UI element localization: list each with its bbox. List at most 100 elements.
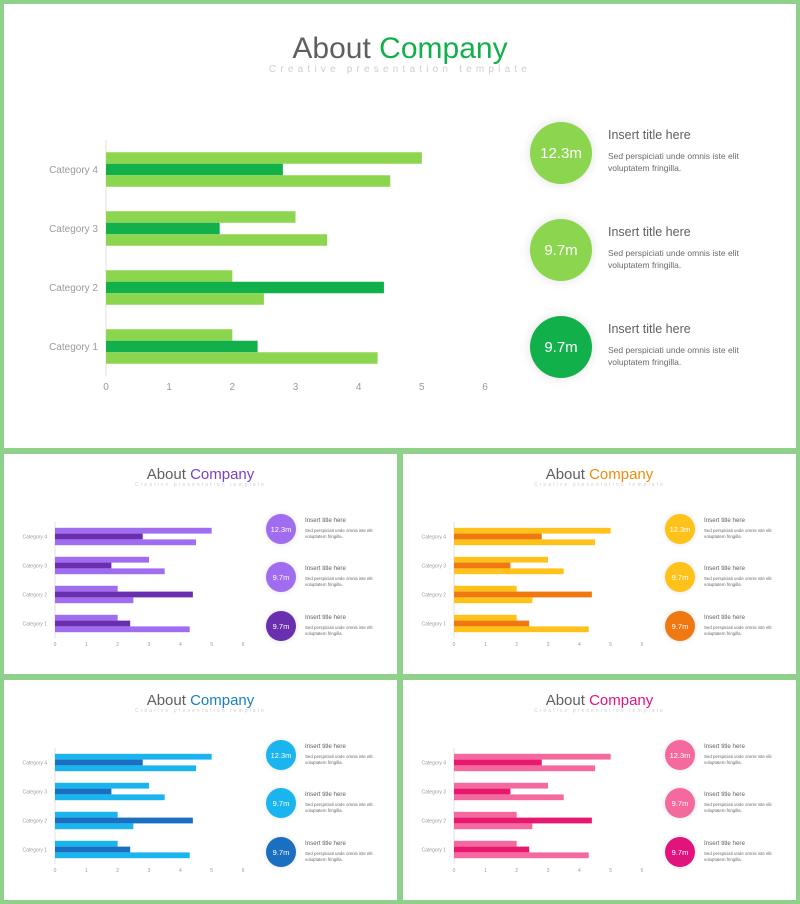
item-title: Insert title here bbox=[704, 840, 745, 847]
item-title: Insert title here bbox=[704, 743, 745, 750]
bar-category-4-series-1 bbox=[454, 753, 611, 760]
bar-category-3-series-2 bbox=[55, 562, 112, 569]
chart-svg: Category 1 Category 2 Category 3 Category 4… bbox=[49, 140, 488, 393]
bar-category-3-series-1 bbox=[454, 556, 548, 563]
bar-category-1-series-3 bbox=[55, 626, 190, 633]
bar-category-1-series-1 bbox=[454, 840, 517, 847]
bar-category-3-series-3 bbox=[454, 794, 564, 801]
slide-green: About Company Creative presentation templ… bbox=[4, 4, 796, 448]
category-label: Category 1 bbox=[23, 847, 48, 853]
x-tick-label: 4 bbox=[179, 642, 182, 648]
category-label: Category 3 bbox=[23, 789, 48, 795]
bar-category-4-series-3 bbox=[454, 539, 595, 546]
x-tick-label: 0 bbox=[54, 642, 57, 648]
title-accent: Company bbox=[190, 692, 255, 709]
x-tick-label: 0 bbox=[103, 382, 109, 393]
x-tick-label: 6 bbox=[641, 868, 644, 874]
slide-purple: About Company Creative presentation templ… bbox=[4, 454, 397, 674]
x-tick-label: 4 bbox=[356, 382, 362, 393]
x-tick-label: 1 bbox=[484, 642, 487, 648]
item-description: Sed perspiciati unde omnis iste elit vol… bbox=[305, 754, 373, 766]
item-description: Sed perspiciati unde omnis iste elit vol… bbox=[305, 802, 373, 814]
slide-orange: About Company Creative presentation templ… bbox=[403, 454, 796, 674]
x-tick-label: 2 bbox=[230, 382, 236, 393]
bar-category-4-series-2 bbox=[454, 759, 542, 766]
x-tick-label: 0 bbox=[453, 868, 456, 874]
item-description: Sed perspiciati unde omnis iste elit vol… bbox=[704, 625, 772, 637]
bar-category-4-series-1 bbox=[106, 152, 422, 164]
chart-svg: Category 1 Category 2 Category 3 Category 4… bbox=[422, 748, 644, 874]
bar-category-4-series-2 bbox=[454, 533, 542, 540]
bar-category-1-series-1 bbox=[55, 840, 118, 847]
category-label: Category 4 bbox=[422, 760, 447, 766]
bar-category-3-series-1 bbox=[454, 782, 548, 789]
bar-category-4-series-1 bbox=[454, 527, 611, 534]
value-circle: 9.7m bbox=[266, 788, 296, 818]
item-description: Sed perspiciati unde omnis iste elit vol… bbox=[608, 345, 739, 368]
x-tick-label: 5 bbox=[210, 642, 213, 648]
x-tick-label: 6 bbox=[482, 382, 488, 393]
item-description: Sed perspiciati unde omnis iste elit vol… bbox=[704, 802, 772, 814]
value-circle: 12.3m bbox=[266, 514, 296, 544]
slide-blue: About Company Creative presentation templ… bbox=[4, 680, 397, 900]
bar-category-2-series-3 bbox=[55, 823, 134, 830]
bar-category-2-series-2 bbox=[106, 281, 384, 294]
slide-pink: About Company Creative presentation templ… bbox=[403, 680, 796, 900]
subtitle: Creative presentation template bbox=[533, 482, 666, 488]
x-tick-label: 2 bbox=[116, 868, 119, 874]
item-description: Sed perspiciati unde omnis iste elit vol… bbox=[608, 151, 739, 174]
x-tick-label: 5 bbox=[609, 868, 612, 874]
page-title: About Company bbox=[403, 466, 796, 483]
bar-category-1-series-1 bbox=[106, 329, 233, 341]
subtitle: Creative presentation template bbox=[268, 64, 532, 75]
value-circle: 12.3m bbox=[266, 740, 296, 770]
x-tick-label: 2 bbox=[515, 868, 518, 874]
bar-category-4-series-1 bbox=[55, 527, 212, 534]
item-description: Sed perspiciati unde omnis iste elit vol… bbox=[305, 576, 373, 588]
x-tick-label: 0 bbox=[54, 868, 57, 874]
x-tick-label: 4 bbox=[578, 642, 581, 648]
bar-category-3-series-1 bbox=[106, 211, 296, 223]
x-tick-label: 3 bbox=[547, 642, 550, 648]
bar-category-4-series-3 bbox=[55, 765, 196, 772]
category-label: Category 2 bbox=[49, 283, 98, 294]
x-tick-label: 3 bbox=[547, 868, 550, 874]
category-label: Category 3 bbox=[422, 789, 447, 795]
category-label: Category 2 bbox=[422, 592, 447, 598]
bar-chart: Category 1 Category 2 Category 3 Category 4… bbox=[23, 516, 253, 652]
x-tick-label: 0 bbox=[453, 642, 456, 648]
title-accent: Company bbox=[589, 692, 654, 709]
bar-category-2-series-2 bbox=[55, 591, 193, 598]
bar-category-4-series-3 bbox=[454, 765, 595, 772]
value-circle: 9.7m bbox=[665, 788, 695, 818]
item-title: Insert title here bbox=[704, 517, 745, 524]
category-label: Category 4 bbox=[422, 534, 447, 540]
category-label: Category 2 bbox=[422, 818, 447, 824]
category-label: Category 3 bbox=[49, 224, 98, 235]
bar-category-1-series-3 bbox=[454, 626, 589, 633]
bar-category-2-series-1 bbox=[106, 270, 233, 282]
subtitle: Creative presentation template bbox=[134, 708, 267, 714]
value-circle: 9.7m bbox=[665, 837, 695, 867]
bar-category-4-series-1 bbox=[55, 753, 212, 760]
page-title: About Company bbox=[4, 466, 397, 483]
bar-category-2-series-2 bbox=[454, 591, 592, 598]
x-tick-label: 6 bbox=[242, 642, 245, 648]
bar-category-3-series-1 bbox=[55, 782, 149, 789]
value-circle: 12.3m bbox=[665, 514, 695, 544]
item-title: Insert title here bbox=[305, 743, 346, 750]
bar-category-2-series-3 bbox=[454, 823, 533, 830]
bar-category-3-series-2 bbox=[106, 222, 220, 235]
category-label: Category 2 bbox=[23, 818, 48, 824]
x-tick-label: 1 bbox=[166, 382, 172, 393]
bar-category-3-series-1 bbox=[55, 556, 149, 563]
bar-chart: Category 1 Category 2 Category 3 Category 4… bbox=[422, 742, 652, 878]
bar-category-2-series-1 bbox=[55, 585, 118, 592]
value-circle: 9.7m bbox=[665, 562, 695, 592]
title-prefix: About bbox=[545, 466, 585, 483]
item-description: Sed perspiciati unde omnis iste elit vol… bbox=[704, 528, 772, 540]
bar-category-2-series-2 bbox=[454, 817, 592, 824]
bar-category-1-series-2 bbox=[454, 620, 530, 627]
bar-category-4-series-2 bbox=[55, 759, 143, 766]
title-prefix: About bbox=[292, 32, 371, 65]
